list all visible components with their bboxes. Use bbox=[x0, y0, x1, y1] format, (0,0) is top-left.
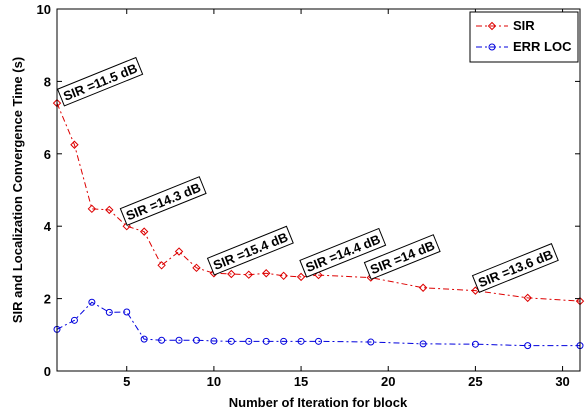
data-point-sir bbox=[261, 269, 271, 278]
annotation-box bbox=[363, 234, 441, 280]
data-point-sir bbox=[192, 263, 201, 273]
data-point-sir bbox=[296, 272, 306, 282]
legend-box bbox=[469, 11, 579, 63]
y-tick-label: 8 bbox=[44, 74, 51, 89]
series-err-loc bbox=[53, 298, 584, 350]
data-point-sir bbox=[139, 227, 149, 236]
data-point-err-loc bbox=[158, 336, 166, 344]
annotation-box bbox=[299, 227, 387, 278]
plot-area bbox=[57, 9, 580, 371]
data-point-err-loc bbox=[88, 298, 96, 306]
y-tick-label: 6 bbox=[44, 147, 51, 162]
data-point-err-loc bbox=[175, 336, 183, 344]
y-tick-label: 4 bbox=[44, 219, 52, 234]
legend-label-err-loc: ERR LOC bbox=[513, 39, 572, 54]
x-tick-label: 25 bbox=[468, 374, 482, 389]
data-point-err-loc bbox=[70, 316, 78, 324]
data-point-err-loc bbox=[471, 340, 479, 348]
data-point-err-loc bbox=[245, 337, 253, 345]
annotation-box bbox=[471, 243, 559, 293]
annotation-box bbox=[206, 225, 294, 276]
data-point-err-loc bbox=[524, 342, 532, 350]
data-point-err-loc bbox=[367, 338, 375, 346]
data-point-sir bbox=[105, 205, 114, 215]
data-point-sir bbox=[87, 204, 97, 214]
data-point-err-loc bbox=[227, 337, 235, 345]
legend-marker-sir bbox=[487, 21, 497, 31]
legend: SIR ERR LOC bbox=[469, 11, 579, 63]
data-point-err-loc bbox=[262, 337, 270, 345]
data-point-sir bbox=[418, 283, 428, 292]
x-tick-label: 5 bbox=[123, 374, 130, 389]
x-axis-label: Number of Iteration for block bbox=[229, 395, 408, 410]
data-point-err-loc bbox=[123, 308, 131, 316]
data-point-sir bbox=[314, 270, 323, 280]
data-point-sir bbox=[157, 261, 166, 270]
data-point-sir bbox=[244, 270, 253, 279]
series-line-err-loc bbox=[56, 301, 580, 347]
legend-marker-err-loc bbox=[488, 43, 496, 51]
y-axis-label: SIR and Localization Convergence Time (s… bbox=[10, 57, 25, 323]
annotation-box bbox=[119, 176, 207, 226]
data-point-err-loc bbox=[315, 337, 322, 345]
data-point-err-loc bbox=[192, 336, 200, 344]
data-point-err-loc bbox=[419, 340, 427, 348]
plot-frame bbox=[56, 8, 581, 372]
x-tick-label: 30 bbox=[555, 374, 569, 389]
data-point-err-loc bbox=[105, 308, 113, 316]
x-tick-label: 15 bbox=[294, 374, 308, 389]
x-tick-label: 10 bbox=[207, 374, 221, 389]
data-point-err-loc bbox=[280, 337, 288, 345]
data-point-sir bbox=[70, 140, 79, 149]
data-point-sir bbox=[227, 269, 236, 279]
data-point-sir bbox=[174, 247, 184, 256]
data-point-sir bbox=[279, 271, 288, 281]
annotation-box bbox=[56, 56, 144, 107]
data-point-err-loc bbox=[140, 335, 148, 343]
x-tick-label: 20 bbox=[381, 374, 395, 389]
series-line-sir bbox=[56, 102, 581, 302]
data-point-sir bbox=[523, 293, 532, 303]
data-point-err-loc bbox=[297, 337, 305, 345]
y-tick-label: 0 bbox=[44, 364, 51, 379]
y-tick-label: 10 bbox=[37, 2, 51, 17]
legend-label-sir: SIR bbox=[513, 18, 535, 33]
data-point-err-loc bbox=[210, 337, 218, 345]
y-tick-label: 2 bbox=[44, 292, 51, 307]
